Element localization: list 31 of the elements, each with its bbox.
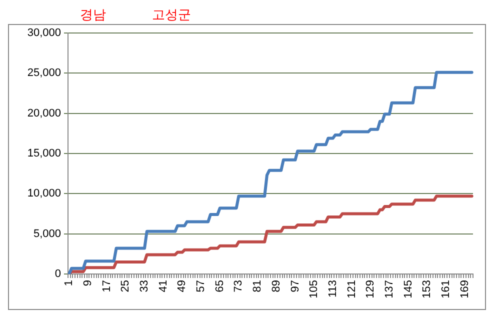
x-tick-label: 9 (82, 280, 94, 286)
chart-subtitle: 고성군 (152, 7, 191, 24)
y-tick-label: 10,000 (27, 188, 61, 200)
x-tick-label: 169 (458, 280, 471, 298)
chart-title: 경남 (80, 7, 106, 24)
x-tick-label: 121 (346, 280, 358, 298)
x-tick-label: 161 (440, 280, 452, 298)
x-tick-label: 137 (383, 280, 396, 298)
x-tick-label: 17 (100, 280, 113, 292)
x-tick-label: 1 (63, 280, 76, 286)
x-tick-label: 129 (364, 280, 377, 298)
x-tick-label: 49 (176, 280, 188, 292)
y-tick-label: 20,000 (27, 107, 61, 120)
x-tick-label: 73 (232, 280, 245, 292)
y-tick-label: 5,000 (33, 228, 61, 240)
y-tick-label: 30,000 (27, 27, 61, 40)
x-tick-label: 81 (252, 280, 264, 292)
x-tick-label: 105 (308, 280, 320, 298)
y-tick-label: 15,000 (27, 148, 61, 160)
x-tick-label: 65 (214, 280, 226, 292)
x-tick-label: 41 (157, 280, 170, 292)
x-tick-label: 57 (195, 280, 208, 292)
y-tick-label: 0 (54, 268, 61, 280)
x-tick-label: 153 (421, 280, 434, 298)
x-tick-label: 33 (138, 280, 151, 292)
x-tick-label: 25 (120, 280, 132, 292)
x-tick-label: 89 (270, 280, 282, 292)
x-tick-label: 145 (402, 280, 414, 298)
y-tick-label: 25,000 (27, 67, 61, 80)
x-tick-label: 113 (326, 280, 339, 298)
x-tick-label: 97 (289, 280, 302, 292)
